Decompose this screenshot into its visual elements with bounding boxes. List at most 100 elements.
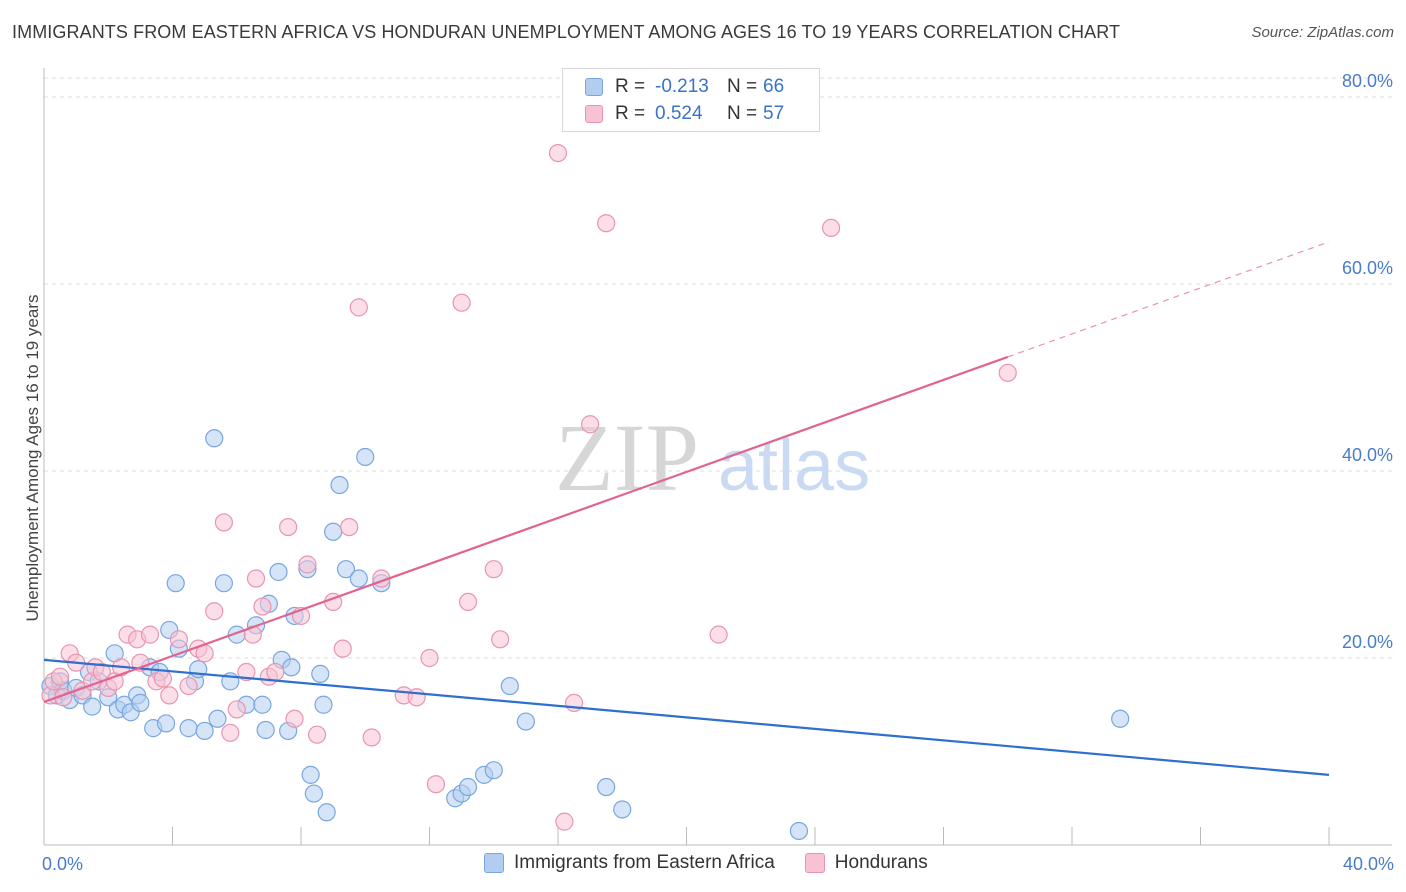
- series-legend: Immigrants from Eastern Africa Hondurans: [484, 852, 958, 874]
- point-hondurans: [214, 513, 233, 532]
- watermark-atlas: atlas: [718, 426, 870, 506]
- point-hondurans: [452, 293, 471, 312]
- legend-swatch-hondurans: [585, 105, 603, 123]
- point-hondurans: [407, 688, 426, 707]
- trend-extension-hondurans: [1007, 241, 1330, 358]
- legend-n-label: N =: [727, 76, 758, 97]
- point-eastern-africa: [131, 693, 150, 712]
- watermark-zip: ZIP: [555, 404, 699, 511]
- point-hondurans: [349, 298, 368, 317]
- legend-swatch-hondurans: [804, 853, 825, 873]
- point-hondurans: [298, 555, 317, 574]
- source-label: Source: ZipAtlas.com: [1251, 24, 1394, 41]
- point-hondurans: [555, 812, 574, 831]
- point-eastern-africa: [301, 765, 320, 784]
- axes: 20.0% 40.0% 60.0% 80.0% 0.0% 40.0%: [42, 68, 1394, 874]
- point-hondurans: [340, 517, 359, 537]
- point-hondurans: [285, 709, 304, 728]
- point-hondurans: [237, 662, 256, 682]
- point-hondurans: [50, 667, 70, 686]
- point-eastern-africa: [597, 777, 616, 797]
- chart-title: IMMIGRANTS FROM EASTERN AFRICA VS HONDUR…: [12, 22, 1121, 42]
- legend-r-label: R =: [615, 103, 646, 124]
- point-hondurans: [362, 728, 381, 747]
- point-hondurans: [160, 686, 179, 705]
- point-hondurans: [221, 723, 240, 742]
- point-hondurans: [179, 676, 198, 696]
- legend-item-hondurans: Hondurans: [804, 852, 928, 874]
- point-eastern-africa: [311, 664, 330, 683]
- point-eastern-africa: [458, 777, 478, 797]
- point-eastern-africa: [1111, 709, 1130, 728]
- point-hondurans: [709, 625, 728, 644]
- point-eastern-africa: [208, 709, 227, 728]
- point-hondurans: [581, 415, 600, 434]
- grid-lines: [44, 77, 1392, 659]
- point-hondurans: [205, 602, 224, 621]
- y-tick-label: 20.0%: [1342, 632, 1393, 652]
- point-hondurans: [548, 144, 568, 163]
- point-hondurans: [227, 700, 246, 719]
- legend-label-eastern-africa: Immigrants from Eastern Africa: [514, 852, 775, 873]
- point-hondurans: [266, 662, 285, 682]
- point-hondurans: [597, 214, 616, 233]
- x-tick-label: 40.0%: [1343, 854, 1394, 874]
- legend-r-value: -0.213: [655, 76, 709, 97]
- legend-swatch-eastern-africa: [484, 853, 504, 873]
- legend-n-value: 66: [763, 76, 785, 97]
- trend-line-hondurans: [43, 355, 1009, 703]
- point-hondurans: [333, 639, 352, 658]
- point-eastern-africa: [516, 712, 535, 731]
- point-eastern-africa: [156, 714, 176, 733]
- legend-label-hondurans: Hondurans: [834, 852, 928, 873]
- point-eastern-africa: [500, 676, 519, 696]
- legend-row-eastern-africa: R = -0.213 N = 66: [585, 75, 784, 99]
- point-hondurans: [491, 630, 510, 649]
- point-hondurans: [307, 725, 327, 744]
- point-hondurans: [279, 517, 298, 537]
- point-eastern-africa: [214, 574, 233, 593]
- point-eastern-africa: [317, 803, 336, 822]
- point-hondurans: [420, 648, 439, 668]
- y-tick-label: 40.0%: [1342, 445, 1393, 465]
- point-hondurans: [484, 560, 503, 579]
- point-eastern-africa: [484, 761, 503, 780]
- legend-n-label: N =: [727, 103, 758, 124]
- legend-swatch-eastern-africa: [585, 78, 603, 96]
- point-hondurans: [821, 218, 841, 237]
- point-hondurans: [426, 775, 446, 794]
- point-hondurans: [169, 630, 189, 649]
- point-eastern-africa: [166, 574, 185, 593]
- trend-lines: [43, 241, 1330, 776]
- point-eastern-africa: [205, 429, 224, 448]
- point-eastern-africa: [195, 721, 214, 741]
- point-eastern-africa: [330, 475, 349, 495]
- watermark: ZIP atlas: [555, 404, 870, 511]
- point-eastern-africa: [179, 719, 198, 738]
- point-hondurans: [140, 625, 160, 644]
- point-eastern-africa: [253, 695, 272, 714]
- point-hondurans: [998, 363, 1017, 382]
- point-eastern-africa: [256, 720, 275, 740]
- point-eastern-africa: [324, 522, 343, 541]
- point-eastern-africa: [282, 658, 301, 677]
- x-tick-label: 0.0%: [42, 854, 83, 874]
- point-eastern-africa: [336, 560, 356, 579]
- legend-item-eastern-africa: Immigrants from Eastern Africa: [484, 852, 775, 874]
- point-eastern-africa: [83, 697, 102, 716]
- point-eastern-africa: [269, 562, 288, 582]
- point-eastern-africa: [613, 800, 632, 819]
- trend-line-eastern-africa: [43, 658, 1330, 776]
- y-tick-label: 60.0%: [1342, 258, 1393, 278]
- point-eastern-africa: [314, 695, 333, 714]
- point-eastern-africa: [349, 569, 368, 588]
- y-tick-label: 80.0%: [1342, 71, 1393, 91]
- legend-r-label: R =: [615, 76, 646, 97]
- legend-r-value: 0.524: [655, 103, 703, 124]
- point-hondurans: [253, 597, 272, 616]
- point-hondurans: [246, 569, 266, 588]
- point-hondurans: [153, 669, 172, 688]
- data-points: [41, 144, 1130, 841]
- legend-row-hondurans: R = 0.524 N = 57: [585, 102, 784, 126]
- point-eastern-africa: [356, 447, 375, 467]
